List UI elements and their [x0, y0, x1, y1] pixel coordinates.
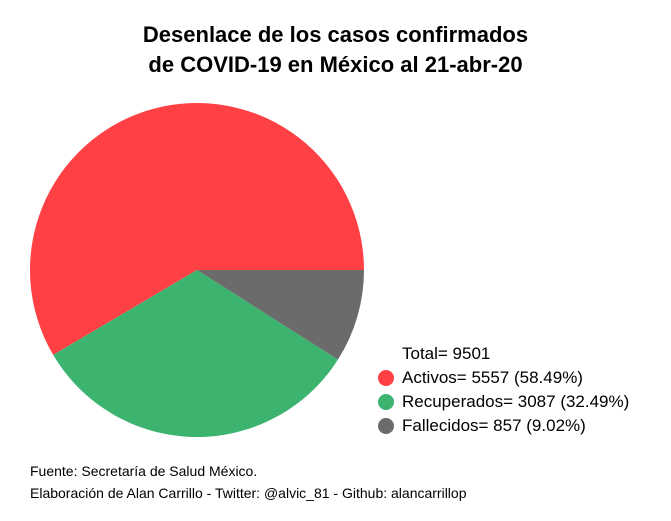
source-note: Fuente: Secretaría de Salud México.	[30, 463, 258, 479]
legend-label-fallecidos: Fallecidos= 857 (9.02%)	[402, 416, 586, 435]
legend: Total= 9501 Activos= 5557 (58.49%) Recup…	[378, 342, 629, 438]
legend-item-fallecidos: Fallecidos= 857 (9.02%)	[378, 414, 629, 438]
pie-slice-recuperados	[53, 270, 338, 437]
pie-slice-activos	[29, 102, 364, 355]
pie-slice-fallecidos	[197, 270, 364, 360]
legend-label-activos: Activos= 5557 (58.49%)	[402, 368, 583, 387]
legend-marker-recuperados	[378, 394, 394, 410]
legend-label-recuperados: Recuperados= 3087 (32.49%)	[402, 392, 630, 411]
chart-title-line-1: Desenlace de los casos confirmados	[142, 22, 529, 47]
legend-total: Total= 9501	[402, 344, 491, 363]
credits-note: Elaboración de Alan Carrillo - Twitter: …	[30, 485, 467, 501]
legend-item-recuperados: Recuperados= 3087 (32.49%)	[378, 390, 629, 414]
legend-marker-activos	[378, 370, 394, 386]
legend-item-activos: Activos= 5557 (58.49%)	[378, 366, 629, 390]
chart-title-line-2: de COVID-19 en México al 21-abr-20	[148, 52, 523, 77]
legend-marker-fallecidos	[378, 418, 394, 434]
